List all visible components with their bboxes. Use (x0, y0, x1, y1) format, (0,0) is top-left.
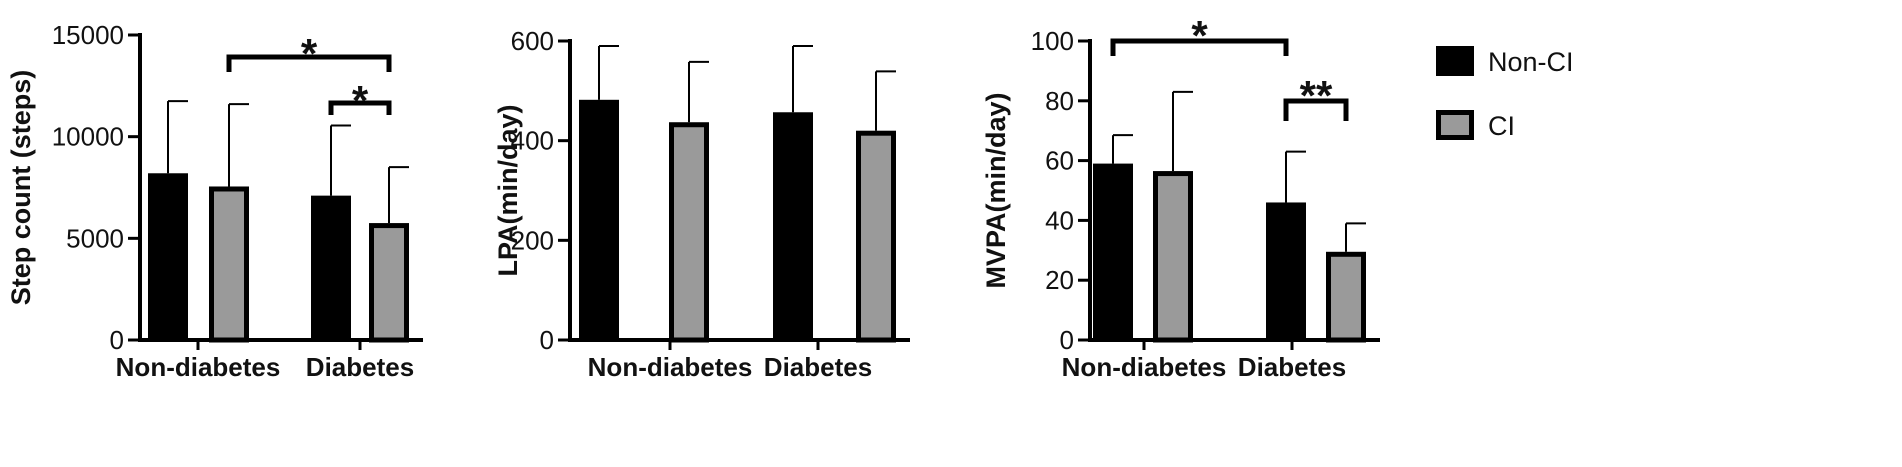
bar-non-ci (311, 195, 351, 340)
x-tick-label: Non-diabetes (588, 352, 753, 382)
y-axis-label: MVPA(min/day) (981, 92, 1011, 288)
chart-panel-2: 0 200 400 600 LPA(min/day) Non-diabetes Diabet… (493, 26, 910, 382)
bar-ci (369, 223, 409, 343)
y-tick-label: 0 (1060, 325, 1074, 355)
y-tick-label: 400 (511, 126, 554, 156)
y-tick-label: 60 (1045, 146, 1074, 176)
legend-swatch-non-ci (1436, 46, 1474, 76)
y-tick-label: 80 (1045, 86, 1074, 116)
bar-non-ci (1266, 202, 1306, 340)
significance-bracket (1110, 38, 1289, 56)
y-tick-label: 600 (511, 26, 554, 56)
significance-bracket (328, 100, 392, 115)
bar-non-ci (773, 112, 813, 341)
legend-label: Non-CI (1488, 47, 1574, 77)
y-tick-label: 200 (511, 225, 554, 255)
x-tick-label: Non-diabetes (116, 352, 281, 382)
significance-marker: * (301, 30, 318, 77)
y-tick-label: 100 (1031, 26, 1074, 56)
bar-ci (209, 186, 249, 343)
significance-marker: * (352, 77, 369, 124)
y-tick-label: 40 (1045, 205, 1074, 235)
bar-non-ci (579, 99, 619, 340)
bar-non-ci (148, 173, 188, 340)
bar-ci (1326, 251, 1366, 343)
y-axis-label: LPA(min/day) (493, 104, 523, 276)
legend-label: CI (1488, 111, 1515, 141)
significance-marker: * (1191, 12, 1208, 59)
x-tick-label: Diabetes (306, 352, 414, 382)
y-tick-label: 10000 (52, 122, 124, 152)
bar-ci (669, 122, 709, 343)
y-tick-label: 20 (1045, 265, 1074, 295)
significance-marker: ** (1300, 72, 1333, 119)
y-axis-label: Step count (steps) (6, 70, 36, 306)
chart-panel-1: 0 5000 10000 15000 Step count (steps) Non-dia… (6, 20, 423, 382)
x-tick-label: Diabetes (764, 352, 872, 382)
significance-bracket (226, 54, 392, 72)
bar-non-ci (1093, 163, 1133, 340)
significance-bracket (1283, 98, 1349, 121)
bar-ci (1153, 171, 1193, 343)
x-tick-label: Diabetes (1238, 352, 1346, 382)
legend-swatch-ci (1436, 110, 1474, 140)
legend: Non-CI CI (1436, 46, 1574, 141)
chart-panel-3: 0 20 40 60 80 100 MVPA(min/day) Non-diabetes Dia… (981, 12, 1380, 382)
bar-ci (856, 130, 896, 343)
y-tick-label: 0 (110, 325, 124, 355)
y-tick-label: 5000 (66, 223, 124, 253)
y-tick-label: 15000 (52, 20, 124, 50)
x-tick-label: Non-diabetes (1062, 352, 1227, 382)
y-tick-label: 0 (540, 325, 554, 355)
